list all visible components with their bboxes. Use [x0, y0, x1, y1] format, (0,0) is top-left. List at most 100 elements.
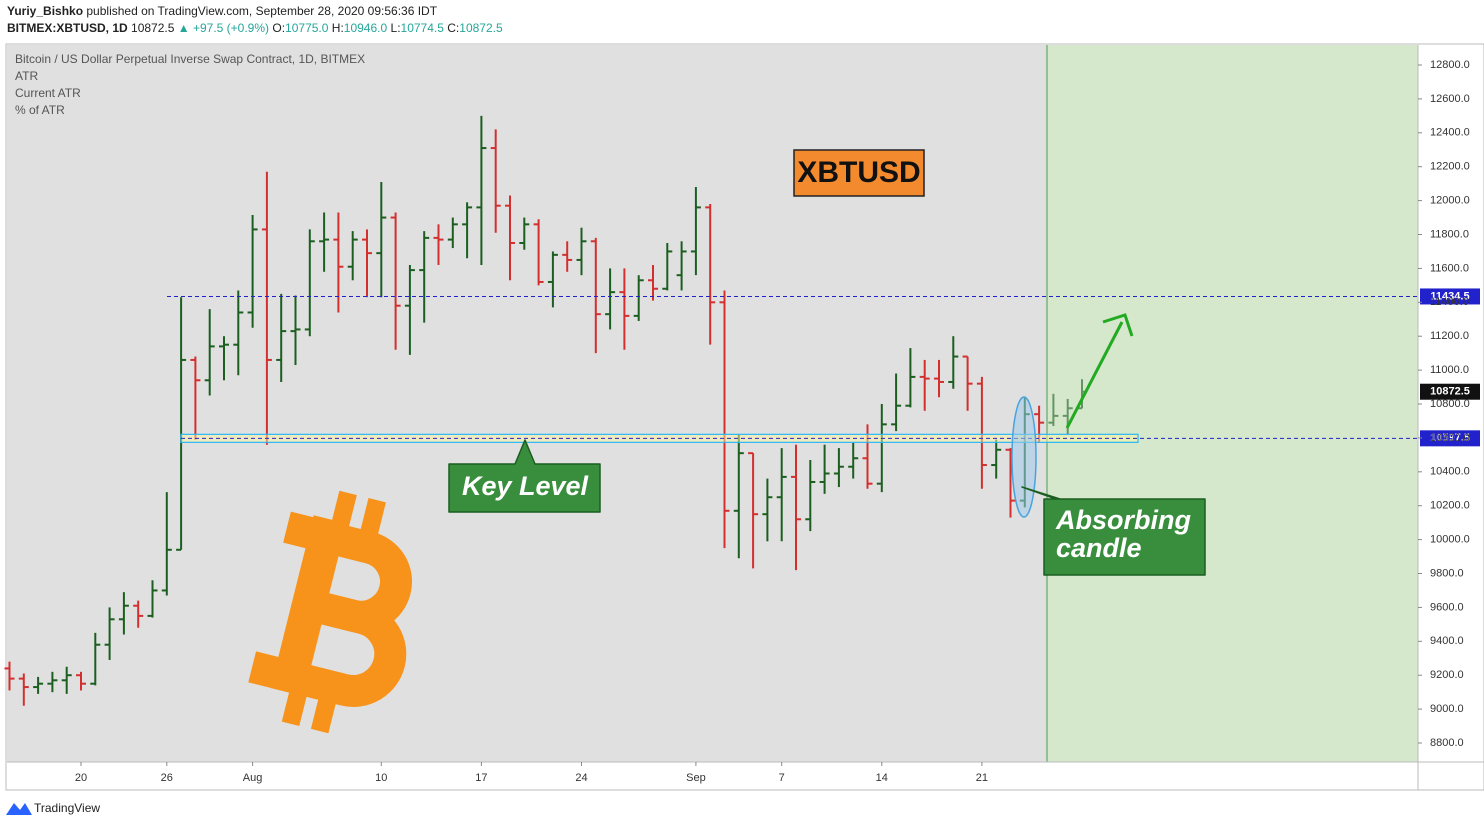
y-tick-label: 9000.0: [1430, 703, 1464, 715]
ohlc-bar: [476, 115, 487, 266]
future-zone: [1047, 45, 1418, 762]
level-label: 11434.5: [1430, 290, 1469, 302]
ohlc-value: 10775.0: [285, 21, 329, 35]
bitcoin-logo: [248, 490, 412, 734]
ohlc-bar: [390, 212, 401, 350]
ohlc-bar: [18, 673, 29, 706]
ohlc-bar: [976, 376, 987, 489]
y-tick-label: 12400.0: [1430, 127, 1470, 139]
ohlc-bar: [4, 661, 15, 691]
ohlc-bar: [147, 580, 158, 618]
last: 10872.5: [131, 21, 175, 35]
ohlc-bar: [891, 373, 902, 432]
symbol-box: [793, 149, 925, 197]
ohlc-bar: [290, 295, 301, 366]
absorbing-callout: [1021, 486, 1206, 576]
x-tick-label: 10: [375, 772, 387, 784]
absorbing-ellipse: [1011, 396, 1037, 518]
x-tick-label: 26: [161, 772, 173, 784]
ohlc-bar: [462, 202, 473, 259]
ohlc-bar: [919, 359, 930, 411]
y-tick-label: 8800.0: [1430, 737, 1464, 749]
ohlc-bar: [648, 265, 658, 301]
ohlc-bar: [719, 290, 730, 549]
ohlc-bar: [118, 592, 129, 635]
ohlc-label: C:: [447, 21, 459, 35]
ohlc-bar: [705, 203, 716, 345]
ohlc-bar: [362, 229, 372, 298]
ohlc-bar: [819, 444, 830, 494]
ohlc-bar: [61, 666, 72, 694]
x-tick-label: 17: [475, 772, 487, 784]
x-tick-label: 21: [976, 772, 988, 784]
last-price-label: 10872.5: [1430, 386, 1470, 398]
y-tick-label: 12800.0: [1430, 59, 1470, 71]
ohlc-bar: [490, 129, 501, 233]
header-quote: BITMEX:XBTUSD, 1D 10872.5 ▲ +97.5 (+0.9%…: [7, 21, 503, 35]
y-tick-label: 9800.0: [1430, 567, 1464, 579]
ohlc-bar: [1005, 448, 1016, 518]
ohlc-bar: [776, 448, 787, 542]
legend-title: Bitcoin / US Dollar Perpetual Inverse Sw…: [15, 52, 365, 66]
x-tick-label: Sep: [686, 772, 706, 784]
y-tick-label: 11000.0: [1430, 364, 1469, 376]
ohlc-bar: [304, 229, 315, 337]
ohlc-bar: [505, 195, 515, 281]
level-label-box: [1420, 288, 1480, 305]
x-tick-label: 7: [779, 772, 785, 784]
published: published on TradingView.com, September …: [86, 4, 437, 18]
ohlc-bar: [905, 348, 916, 408]
ohlc-bar: [962, 355, 973, 411]
ohlc-bar: [347, 231, 358, 281]
y-tick-label: 10800.0: [1430, 398, 1470, 410]
ohlc-bar: [533, 219, 544, 286]
footer-text: TradingView: [34, 801, 100, 815]
ohlc-bar: [319, 212, 330, 272]
ohlc-bar: [991, 439, 1002, 479]
y-tick-label: 10600.0: [1430, 432, 1470, 444]
ohlc-bar: [547, 251, 558, 308]
ohlc-bar: [76, 671, 86, 691]
symbol-box-text: XBTUSD: [797, 156, 920, 189]
author: Yuriy_Bishko: [7, 4, 83, 18]
y-tick-label: 10200.0: [1430, 500, 1470, 512]
ohlc-bar: [33, 676, 44, 694]
projection-arrow: [1065, 321, 1124, 429]
ohlc-bar: [876, 404, 887, 493]
y-tick-label: 9400.0: [1430, 635, 1464, 647]
y-tick-label: 12600.0: [1430, 93, 1470, 105]
ohlc-bar: [791, 444, 801, 571]
level-label: 10597.5: [1430, 432, 1470, 444]
ohlc-bar: [805, 459, 816, 532]
ohlc-bar: [848, 442, 859, 479]
ohlc-label: L:: [391, 21, 401, 35]
ohlc-bar: [247, 215, 258, 328]
ohlc-bar: [619, 268, 630, 350]
change: ▲ +97.5 (+0.9%): [178, 21, 269, 35]
ohlc-value: 10946.0: [344, 21, 388, 35]
frame: [5, 43, 1484, 791]
y-tick-label: 12200.0: [1430, 161, 1470, 173]
ohlc-bar: [748, 452, 759, 569]
symbol: BITMEX:XBTUSD, 1D: [7, 21, 128, 35]
ohlc-bar: [176, 297, 187, 551]
ohlc-label: H:: [332, 21, 344, 35]
x-tick-label: 24: [575, 772, 587, 784]
ohlc-bar: [333, 212, 344, 313]
ohlc-bar: [190, 356, 201, 440]
ohlc-bar: [233, 290, 244, 376]
ohlc-bar: [90, 632, 101, 686]
legend-item: ATR: [15, 69, 38, 83]
overlays: 11434.5 10597.5 10872.5: [167, 288, 1480, 447]
ohlc-value: 10872.5: [459, 21, 503, 35]
legend-item: Current ATR: [15, 86, 81, 100]
ohlc-bar: [219, 336, 229, 381]
ohlc-bar: [733, 434, 744, 559]
ohlc-bar: [833, 448, 844, 488]
header-line: Yuriy_Bishko published on TradingView.co…: [7, 4, 438, 18]
ohlc-bar: [676, 241, 687, 291]
y-tick-label: 11400.0: [1430, 296, 1469, 308]
ohlc-bar: [662, 242, 673, 291]
ohlc-bar: [276, 293, 287, 382]
